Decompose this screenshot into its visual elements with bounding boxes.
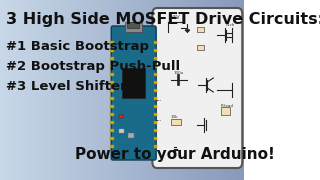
Text: 100u: 100u bbox=[174, 71, 184, 75]
Bar bbox=[110, 73, 114, 76]
Bar bbox=[154, 49, 157, 52]
Bar bbox=[119, 129, 124, 133]
Text: N-ch: N-ch bbox=[226, 23, 235, 27]
Bar bbox=[110, 97, 114, 100]
Bar bbox=[154, 113, 157, 116]
Bar bbox=[119, 115, 123, 118]
Bar bbox=[110, 121, 114, 124]
Text: 10k: 10k bbox=[171, 115, 178, 119]
Bar bbox=[154, 81, 157, 84]
Bar bbox=[110, 41, 114, 44]
Bar bbox=[154, 73, 157, 76]
Text: #3 Level Shifter IC: #3 Level Shifter IC bbox=[6, 80, 146, 93]
Bar bbox=[196, 45, 204, 50]
Text: R-load: R-load bbox=[221, 104, 234, 108]
Bar bbox=[110, 49, 114, 52]
Bar bbox=[154, 129, 157, 132]
Text: Power to your Arduino!: Power to your Arduino! bbox=[75, 147, 275, 162]
Bar bbox=[196, 27, 204, 32]
Bar bbox=[122, 68, 145, 98]
Bar bbox=[221, 107, 230, 115]
Bar bbox=[110, 145, 114, 148]
Bar bbox=[154, 41, 157, 44]
Bar bbox=[110, 137, 114, 140]
Bar bbox=[154, 89, 157, 92]
Bar bbox=[110, 65, 114, 68]
Bar bbox=[154, 97, 157, 100]
Bar bbox=[154, 105, 157, 108]
Bar bbox=[127, 22, 140, 28]
Polygon shape bbox=[185, 30, 190, 32]
Bar bbox=[110, 89, 114, 92]
Bar bbox=[110, 105, 114, 108]
Bar bbox=[154, 137, 157, 140]
Bar bbox=[110, 57, 114, 60]
FancyBboxPatch shape bbox=[152, 8, 242, 168]
Bar bbox=[110, 129, 114, 132]
Bar bbox=[154, 65, 157, 68]
Bar bbox=[128, 133, 134, 138]
Text: +5V: +5V bbox=[169, 15, 180, 20]
Bar bbox=[110, 81, 114, 84]
Text: #1 Basic Bootstrap: #1 Basic Bootstrap bbox=[6, 40, 149, 53]
Bar bbox=[172, 119, 180, 125]
Bar bbox=[154, 121, 157, 124]
Text: 3 High Side MOSFET Drive Circuits:: 3 High Side MOSFET Drive Circuits: bbox=[6, 12, 320, 27]
Bar bbox=[154, 145, 157, 148]
FancyBboxPatch shape bbox=[111, 26, 156, 160]
Bar bbox=[125, 22, 142, 32]
Bar bbox=[154, 57, 157, 60]
Text: #2 Bootstrap Push-Pull: #2 Bootstrap Push-Pull bbox=[6, 60, 180, 73]
Bar bbox=[110, 113, 114, 116]
